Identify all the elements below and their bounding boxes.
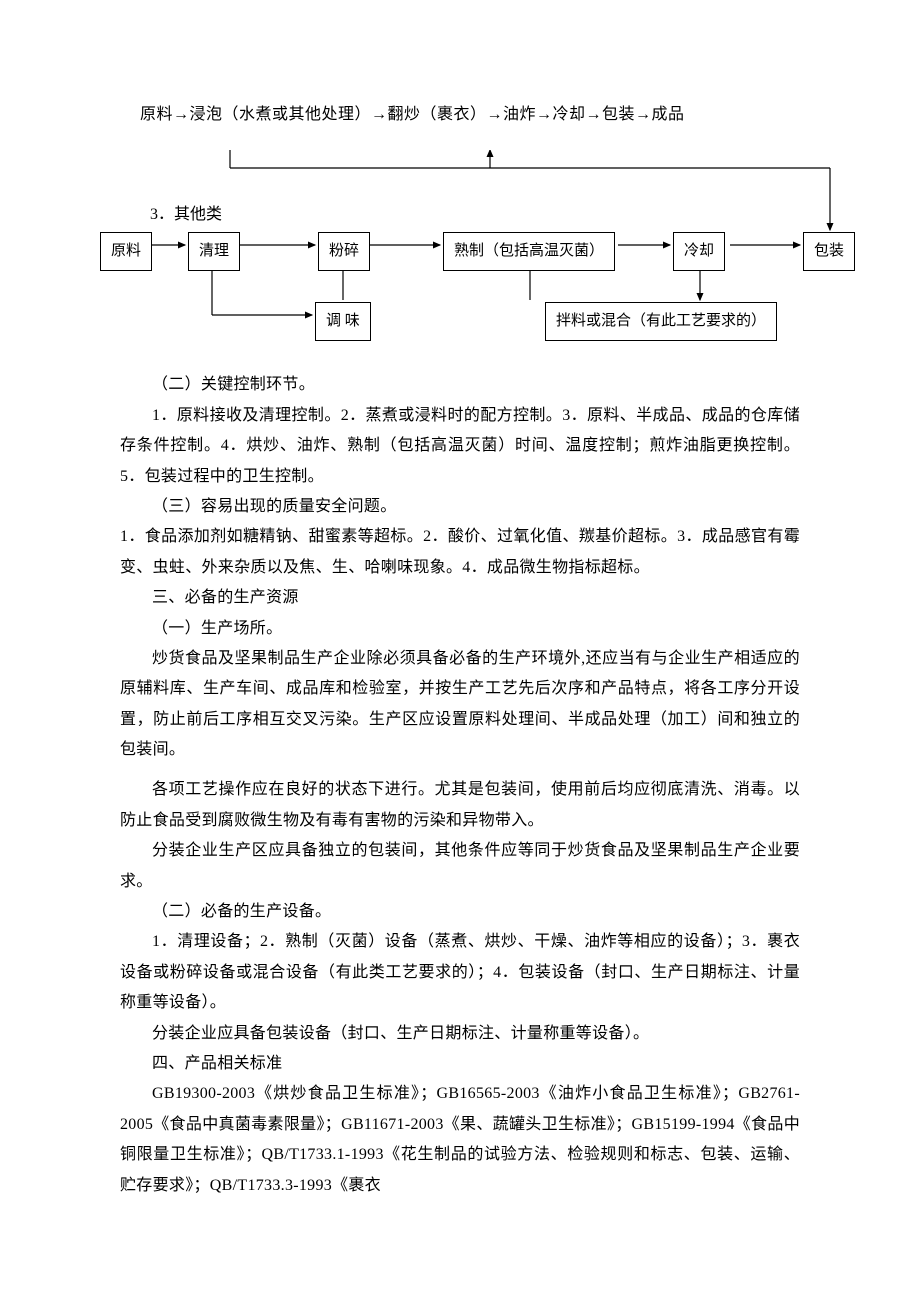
paragraph-2-title: （二）关键控制环节。 bbox=[120, 370, 800, 400]
paragraph-3-2-title: （二）必备的生产设备。 bbox=[120, 897, 800, 927]
flowchart-section-label: 3．其他类 bbox=[150, 200, 222, 230]
paragraph-section-4: 四、产品相关标准 bbox=[120, 1049, 800, 1079]
paragraph-3-1-body-3: 分装企业生产区应具备独立的包装间，其他条件应等同于炒货食品及坚果制品生产企业要求… bbox=[120, 836, 800, 897]
paragraph-3-1-title: （一）生产场所。 bbox=[120, 614, 800, 644]
process-flow-text: 原料→浸泡（水煮或其他处理）→翻炒（裹衣）→油炸→冷却→包装→成品 bbox=[140, 100, 800, 130]
paragraph-3-2-body-1: 1．清理设备；2．熟制（灭菌）设备（蒸煮、烘炒、干燥、油炸等相应的设备）；3．裹… bbox=[120, 927, 800, 1018]
flowchart-node-cook: 熟制（包括高温灭菌） bbox=[443, 232, 615, 271]
flowchart-node-clean: 清理 bbox=[188, 232, 240, 271]
flowchart-node-crush: 粉碎 bbox=[318, 232, 370, 271]
flowchart-node-mix: 拌料或混合（有此工艺要求的） bbox=[545, 302, 777, 341]
paragraph-3-2-body-2: 分装企业应具备包装设备（封口、生产日期标注、计量称重等设备）。 bbox=[120, 1019, 800, 1049]
flowchart-node-cool: 冷却 bbox=[673, 232, 725, 271]
flowchart-diagram: 3．其他类 原料 清理 粉碎 熟制（包括高温灭菌） 冷却 包装 调 味 拌料或混… bbox=[90, 150, 850, 350]
paragraph-section-3: 三、必备的生产资源 bbox=[120, 583, 800, 613]
flowchart-node-pack: 包装 bbox=[803, 232, 855, 271]
paragraph-3-body: 1．食品添加剂如糖精钠、甜蜜素等超标。2．酸价、过氧化值、羰基价超标。3．成品感… bbox=[120, 522, 800, 583]
flowchart-node-raw: 原料 bbox=[100, 232, 152, 271]
flowchart-node-flavor: 调 味 bbox=[315, 302, 371, 341]
paragraph-3-1-body-1: 炒货食品及坚果制品生产企业除必须具备必备的生产环境外,还应当有与企业生产相适应的… bbox=[120, 644, 800, 766]
paragraph-3-1-body-2: 各项工艺操作应在良好的状态下进行。尤其是包装间，使用前后均应彻底清洗、消毒。以防… bbox=[120, 775, 800, 836]
paragraph-2-body: 1．原料接收及清理控制。2．蒸煮或浸料时的配方控制。3．原料、半成品、成品的仓库… bbox=[120, 401, 800, 492]
paragraph-4-body: GB19300-2003《烘炒食品卫生标准》；GB16565-2003《油炸小食… bbox=[120, 1079, 800, 1201]
paragraph-3-title: （三）容易出现的质量安全问题。 bbox=[120, 492, 800, 522]
